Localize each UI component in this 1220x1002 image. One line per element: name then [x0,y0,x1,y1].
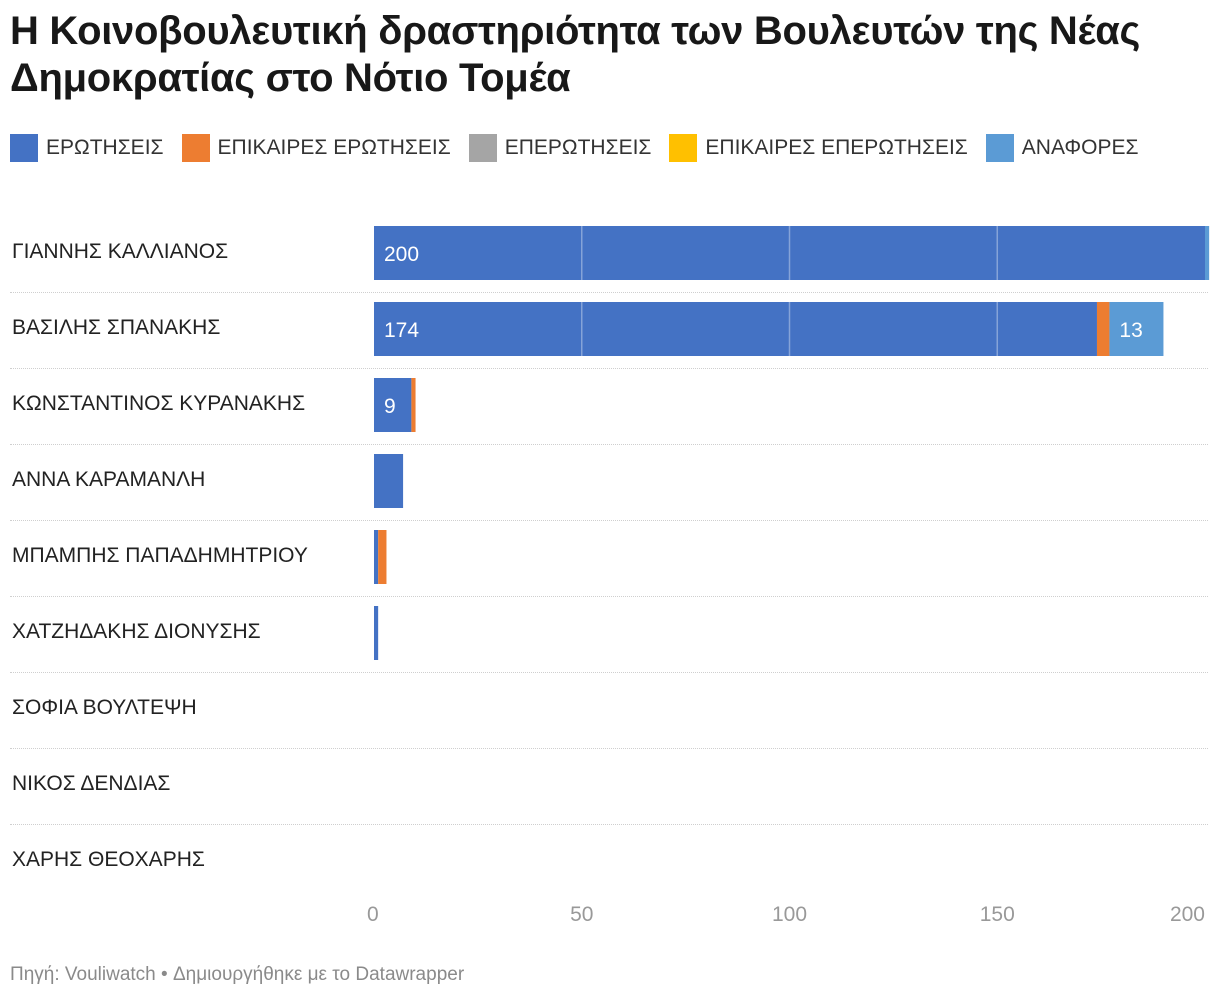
x-axis: 0 50 100 150 200 [367,903,1205,926]
source-footer: Πηγή: Vouliwatch • Δημιουργήθηκε με το D… [10,964,465,985]
row-separator [10,824,1208,825]
legend-swatch [985,134,1014,162]
data-label: 200 [384,243,419,266]
x-tick-label: 50 [570,903,593,926]
row-label: ΜΠΑΜΠΗΣ ΠΑΠΑΔΗΜΗΤΡΙΟΥ [12,544,308,567]
legend-label: ΑΝΑΦΟΡΕΣ [1021,136,1139,159]
row-label: ΣΟΦΙΑ ΒΟΥΛΤΕΨΗ [12,696,197,719]
data-labels: 200 174 13 9 [384,243,1143,418]
legend-item: ΕΠΙΚΑΙΡΕΣ ΕΠΕΡΩΤΗΣΕΙΣ [669,134,968,162]
bar-αναφορες [1109,302,1164,356]
legend-swatch [181,134,210,162]
data-label: 174 [384,319,419,342]
row-separator [10,292,1208,293]
legend-swatch [468,134,497,162]
bars-group [374,226,1210,660]
bar-επικαιρες-ερωτησεις [411,378,416,432]
legend-item: ΑΝΑΦΟΡΕΣ [985,134,1139,162]
row-separator [10,596,1208,597]
row-label: ΝΙΚΟΣ ΔΕΝΔΙΑΣ [12,772,171,795]
row-separator [10,368,1208,369]
chart-plot-area: 200 174 13 9 0 50 100 150 200 [367,226,1210,926]
gridlines [581,226,998,888]
data-label: 9 [384,395,396,418]
legend-label: ΕΠΙΚΑΙΡΕΣ ΕΠΕΡΩΤΗΣΕΙΣ [705,136,968,159]
row-label: ΧΑΡΗΣ ΘΕΟΧΑΡΗΣ [12,848,205,871]
legend-label: ΕΠΕΡΩΤΗΣΕΙΣ [504,136,652,159]
legend-item: ΕΠΙΚΑΙΡΕΣ ΕΡΩΤΗΣΕΙΣ [181,134,451,162]
bar-ερωτησεις [374,378,412,432]
data-label: 13 [1119,319,1142,342]
bar-επικαιρες-ερωτησεις [1096,302,1110,356]
row-separator [10,444,1208,445]
bar-ερωτησεις [374,302,1097,356]
bar-ερωτησεις [374,226,1205,280]
x-tick-label: 0 [367,903,379,926]
bar-ερωτησεις [374,606,379,660]
legend-item: ΕΠΕΡΩΤΗΣΕΙΣ [468,134,652,162]
row-label: ΓΙΑΝΝΗΣ ΚΑΛΛΙΑΝΟΣ [12,240,229,263]
legend-label: ΕΡΩΤΗΣΕΙΣ [46,136,164,159]
row-separator [10,672,1208,673]
x-tick-label: 200 [1170,903,1205,926]
bar-ερωτησεις [374,454,404,508]
chart-title: Η Κοινοβουλευτική δραστηριότητα των Βουλ… [10,9,1141,100]
row-label: ΧΑΤΖΗΔΑΚΗΣ ΔΙΟΝΥΣΗΣ [12,620,261,643]
bar-αναφορες [1205,226,1210,280]
bar-επικαιρες-ερωτησεις [378,530,387,584]
x-tick-label: 150 [980,903,1015,926]
legend-item: ΕΡΩΤΗΣΕΙΣ [10,134,164,162]
row-separator [10,520,1208,521]
row-label: ΒΑΣΙΛΗΣ ΣΠΑΝΑΚΗΣ [12,316,221,339]
x-tick-label: 100 [772,903,807,926]
legend-swatch [10,134,38,162]
bar-ερωτησεις [374,530,379,584]
row-label: ΑΝΝΑ ΚΑΡΑΜΑΝΛΗ [12,468,206,491]
legend-swatch [669,134,698,162]
row-label: ΚΩΝΣΤΑΝΤΙΝΟΣ ΚΥΡΑΝΑΚΗΣ [12,392,306,415]
chart-legend: ΕΡΩΤΗΣΕΙΣ ΕΠΙΚΑΙΡΕΣ ΕΡΩΤΗΣΕΙΣ ΕΠΕΡΩΤΗΣΕΙΣ Ε… [10,134,1210,162]
row-separator [10,748,1208,749]
legend-label: ΕΠΙΚΑΙΡΕΣ ΕΡΩΤΗΣΕΙΣ [217,136,451,159]
